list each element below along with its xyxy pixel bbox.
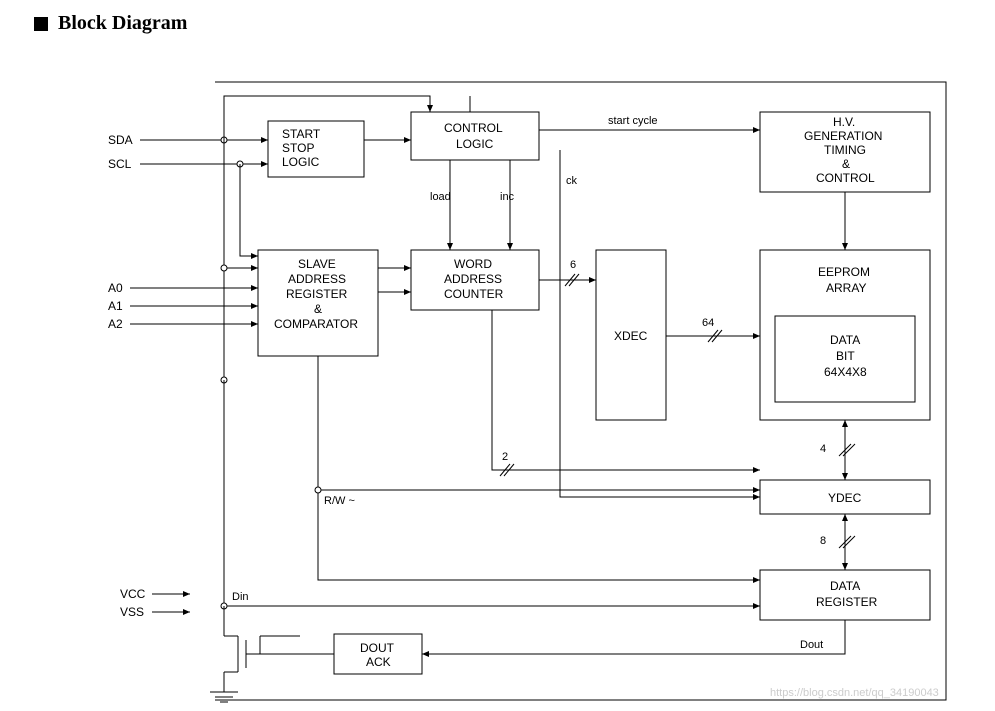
- wire-scl-slave: [240, 164, 258, 256]
- lbl-din: Din: [232, 591, 249, 603]
- block-eeprom-l1: EEPROM: [818, 265, 870, 279]
- pin-scl: SCL: [108, 157, 132, 171]
- lbl-64: 64: [702, 317, 714, 329]
- pin-vcc: VCC: [120, 587, 146, 601]
- lbl-2: 2: [502, 451, 508, 463]
- block-xdec-l1: XDEC: [614, 329, 648, 343]
- block-control-l1: CONTROL: [444, 121, 503, 135]
- block-control: [411, 112, 539, 160]
- lbl-4: 4: [820, 443, 826, 455]
- block-diagram-svg: START STOP LOGIC CONTROL LOGIC SLAVE ADD…: [0, 0, 995, 711]
- node-sda-268: [221, 265, 227, 271]
- pin-sda: SDA: [108, 133, 133, 147]
- pin-a1: A1: [108, 299, 123, 313]
- block-databit-l1: DATA: [830, 333, 860, 347]
- lbl-ck: ck: [566, 175, 578, 187]
- block-start-stop-l3: LOGIC: [282, 155, 320, 169]
- lbl-rw: R/W ~: [324, 495, 355, 507]
- block-word-l1: WORD: [454, 257, 492, 271]
- lbl-8: 8: [820, 535, 826, 547]
- block-dout-ack-l2: ACK: [366, 655, 391, 669]
- watermark: https://blog.csdn.net/qq_34190043: [770, 687, 939, 699]
- lbl-dout: Dout: [800, 639, 823, 651]
- pin-vss: VSS: [120, 605, 144, 619]
- block-databit-l3: 64X4X8: [824, 365, 867, 379]
- block-hv-l5: CONTROL: [816, 171, 875, 185]
- block-dout-ack-l1: DOUT: [360, 641, 395, 655]
- wire-dout: [422, 620, 845, 654]
- lbl-load: load: [430, 191, 451, 203]
- lbl-6: 6: [570, 259, 576, 271]
- block-hv-l1: H.V.: [833, 115, 855, 129]
- block-ydec-l1: YDEC: [828, 491, 862, 505]
- block-word-l2: ADDRESS: [444, 272, 502, 286]
- block-word-l3: COUNTER: [444, 287, 504, 301]
- block-start-stop-l2: STOP: [282, 141, 314, 155]
- block-control-l2: LOGIC: [456, 137, 494, 151]
- pin-a2: A2: [108, 317, 123, 331]
- block-hv-l2: GENERATION: [804, 129, 882, 143]
- block-slave-l5: COMPARATOR: [274, 317, 358, 331]
- block-slave-l4: &: [314, 302, 322, 316]
- block-start-stop-l1: START: [282, 127, 321, 141]
- block-slave-l3: REGISTER: [286, 287, 348, 301]
- block-slave-l1: SLAVE: [298, 257, 336, 271]
- lbl-startcycle: start cycle: [608, 115, 658, 127]
- pin-a0: A0: [108, 281, 123, 295]
- block-hv-l4: &: [842, 157, 850, 171]
- block-datareg-l2: REGISTER: [816, 595, 878, 609]
- block-hv-l3: TIMING: [824, 143, 866, 157]
- block-slave-l2: ADDRESS: [288, 272, 346, 286]
- wire-rw-dr: [318, 490, 760, 580]
- block-eeprom-l2: ARRAY: [826, 281, 866, 295]
- lbl-inc: inc: [500, 191, 515, 203]
- node-rw: [315, 487, 321, 493]
- block-datareg-l1: DATA: [830, 579, 860, 593]
- block-databit-l2: BIT: [836, 349, 855, 363]
